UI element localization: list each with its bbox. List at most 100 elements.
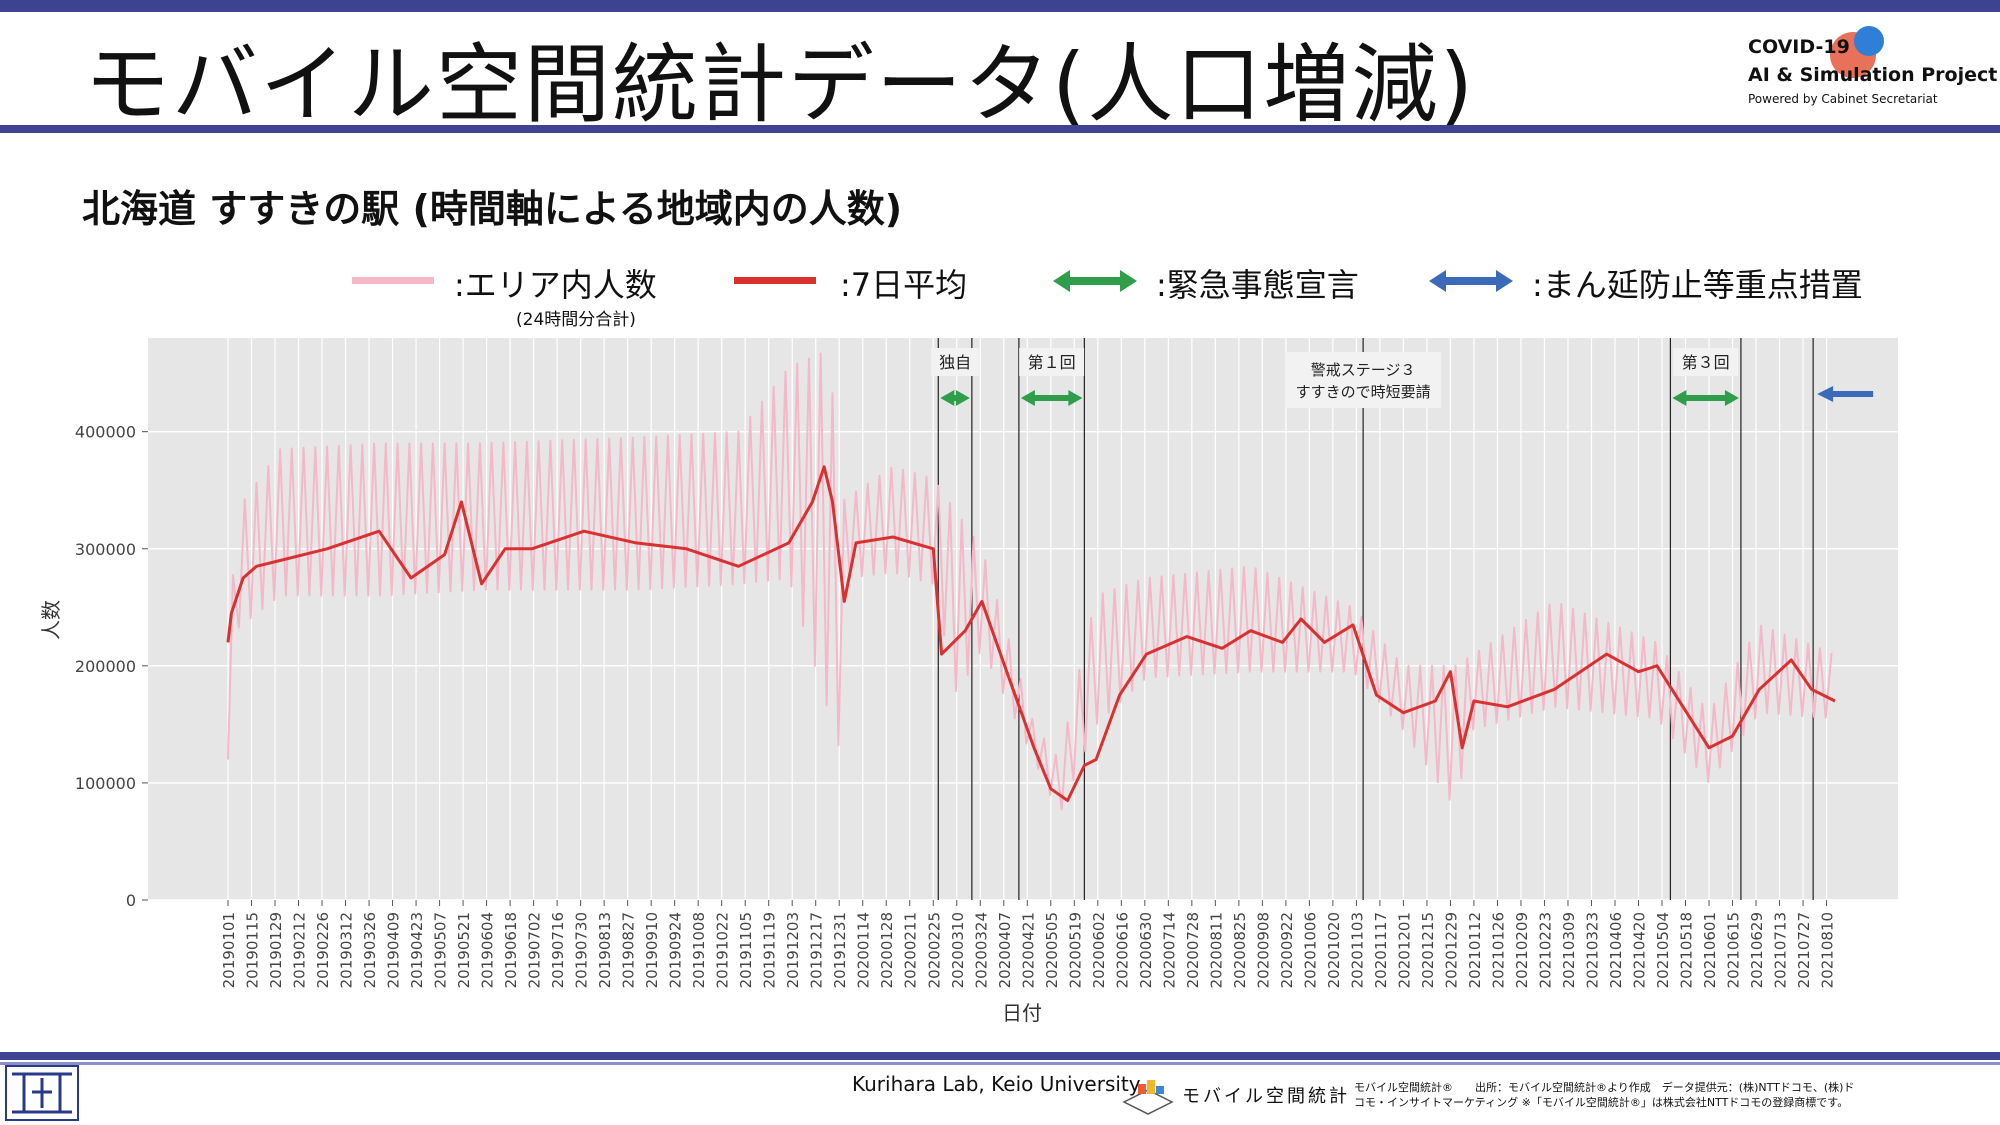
x-tick-label: 20190226 xyxy=(314,912,332,988)
x-tick-label: 20190604 xyxy=(479,912,497,988)
period-label-box xyxy=(1673,348,1739,376)
legend-daily-label: :エリア内人数 xyxy=(454,266,657,304)
x-tick-label: 20190101 xyxy=(220,912,238,988)
x-tick-label: 20201215 xyxy=(1419,912,1437,988)
x-tick-label: 20200616 xyxy=(1113,912,1131,988)
x-tick-label: 20190702 xyxy=(526,912,544,988)
x-axis: 20190101 20190115 20190129 20190212 20190226… xyxy=(220,900,1837,988)
mobile-spatial-statistics-brand: モバイル空間統計 xyxy=(1120,1076,1347,1116)
period-label-box xyxy=(1019,348,1085,376)
x-tick-label: 20201103 xyxy=(1348,912,1366,988)
x-tick-label: 20200811 xyxy=(1207,912,1225,988)
x-tick-label: 20190326 xyxy=(361,912,379,988)
y-axis: 0 100000 200000 300000 400000 xyxy=(75,423,148,910)
x-tick-label: 20200505 xyxy=(1043,912,1061,988)
logo-line3: Powered by Cabinet Secretariat xyxy=(1748,92,1938,106)
brand-text: モバイル空間統計 xyxy=(1182,1086,1350,1107)
x-tick-label: 20190312 xyxy=(338,912,356,988)
logo-line2: AI & Simulation Project xyxy=(1748,64,1998,86)
x-tick-label: 20191203 xyxy=(784,912,802,988)
legend-daily-note: (24時間分合計) xyxy=(516,310,636,330)
avg-line xyxy=(226,465,1836,802)
x-tick-label: 20190212 xyxy=(291,912,309,988)
x-tick-label: 20191008 xyxy=(690,912,708,988)
legend-avg-label: :7日平均 xyxy=(840,266,968,304)
footer-source-note: モバイル空間統計® 出所：モバイル空間統計®より作成 データ提供元：(株)NTT… xyxy=(1354,1080,1854,1110)
period-label: 独自 xyxy=(939,353,971,372)
x-tick-label: 20210223 xyxy=(1536,912,1554,988)
x-tick-label: 20191119 xyxy=(761,912,779,988)
x-tick-label: 20190618 xyxy=(502,912,520,988)
x-axis-title: 日付 xyxy=(1002,1001,1042,1025)
x-tick-label: 20210323 xyxy=(1583,912,1601,988)
x-tick-label: 20201020 xyxy=(1325,912,1343,988)
x-tick-label: 20190129 xyxy=(267,912,285,988)
x-tick-label: 20190924 xyxy=(667,912,685,988)
x-tick-label: 20190521 xyxy=(455,912,473,988)
x-tick-label: 20201117 xyxy=(1372,912,1390,988)
x-tick-label: 20200922 xyxy=(1278,912,1296,988)
x-tick-label: 20191105 xyxy=(737,912,755,988)
y-tick-label: 400000 xyxy=(75,423,136,442)
x-tick-label: 20190507 xyxy=(432,912,450,988)
legend-semi-emergency-arrow-icon xyxy=(1429,270,1513,292)
x-tick-label: 20190716 xyxy=(549,912,567,988)
x-tick-label: 20201229 xyxy=(1442,912,1460,988)
legend-emergency-label: :緊急事態宣言 xyxy=(1156,266,1359,304)
x-tick-label: 20200630 xyxy=(1137,912,1155,988)
x-tick-label: 20191231 xyxy=(831,912,849,988)
x-tick-label: 20210406 xyxy=(1607,912,1625,988)
x-tick-label: 20210810 xyxy=(1819,912,1837,988)
period-labels: 独自 第１回 第３回 警戒ステージ３ すすきので時短要請 xyxy=(931,348,1874,408)
x-tick-label: 20200519 xyxy=(1066,912,1084,988)
x-tick-label: 20200114 xyxy=(855,912,873,988)
x-tick-label: 20200407 xyxy=(996,912,1014,988)
period-arrow-icon xyxy=(1020,390,1083,406)
x-tick-label: 20200908 xyxy=(1254,912,1272,988)
y-tick-label: 0 xyxy=(126,891,136,910)
y-axis-title: 人数 xyxy=(39,600,63,640)
x-tick-label: 20201201 xyxy=(1395,912,1413,988)
footer-note-line2: コモ・インサイトマーケティング ※「モバイル空間統計®」は株式会社NTTドコモの… xyxy=(1354,1096,1849,1109)
x-tick-label: 20200714 xyxy=(1160,912,1178,988)
legend-semi-emergency-label: :まん延防止等重点措置 xyxy=(1532,266,1863,304)
legend-avg-swatch xyxy=(734,277,816,284)
y-tick-label: 200000 xyxy=(75,657,136,676)
period-lines xyxy=(937,338,1814,900)
footer-lab-name: Kurihara Lab, Keio University xyxy=(852,1072,1141,1096)
covid-ai-project-logo: COVID-19 AI & Simulation Project Powered… xyxy=(1748,22,1997,118)
keio-lab-logo-icon xyxy=(5,1065,79,1121)
y-tick-label: 100000 xyxy=(75,774,136,793)
annotation-box xyxy=(1285,352,1442,408)
x-tick-label: 20201006 xyxy=(1301,912,1319,988)
chart-legend: :エリア内人数 (24時間分合計) :7日平均 :緊急事態宣言 :まん延防止等重… xyxy=(0,250,2000,330)
x-tick-label: 20190813 xyxy=(596,912,614,988)
annotation-line2: すすきので時短要請 xyxy=(1296,383,1431,401)
x-tick-label: 20200421 xyxy=(1019,912,1037,988)
x-tick-label: 20200324 xyxy=(972,912,990,988)
x-tick-label: 20200602 xyxy=(1090,912,1108,988)
x-tick-label: 20210209 xyxy=(1513,912,1531,988)
series-7day-average xyxy=(226,465,1836,802)
semi-emergency-arrow-icon xyxy=(1817,386,1874,402)
y-tick-label: 300000 xyxy=(75,540,136,559)
x-tick-label: 20190730 xyxy=(573,912,591,988)
brand-cubes-icon xyxy=(1122,1080,1174,1115)
x-tick-label: 20200211 xyxy=(902,912,920,988)
x-tick-label: 20210601 xyxy=(1701,912,1719,988)
header-divider-bar xyxy=(0,125,2000,133)
x-tick-label: 20210504 xyxy=(1654,912,1672,988)
x-tick-label: 20210112 xyxy=(1466,912,1484,988)
x-tick-label: 20190115 xyxy=(244,912,262,988)
period-label: 第１回 xyxy=(1028,353,1076,372)
legend-emergency-arrow-icon xyxy=(1053,270,1137,292)
logo-blue-circle-icon xyxy=(1854,26,1884,56)
x-tick-label: 20210713 xyxy=(1772,912,1790,988)
x-tick-label: 20210420 xyxy=(1631,912,1649,988)
x-tick-label: 20200728 xyxy=(1184,912,1202,988)
x-tick-label: 20210615 xyxy=(1725,912,1743,988)
x-tick-label: 20210727 xyxy=(1795,912,1813,988)
period-label: 第３回 xyxy=(1682,353,1730,372)
x-tick-label: 20200128 xyxy=(878,912,896,988)
